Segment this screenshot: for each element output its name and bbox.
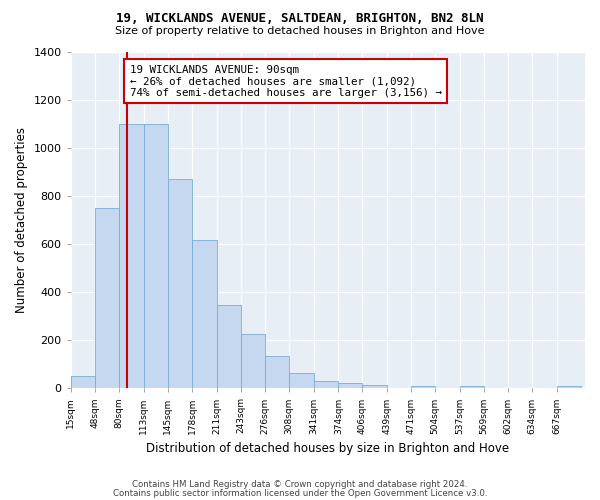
Bar <box>217 306 241 388</box>
Bar <box>167 179 192 388</box>
Bar <box>314 381 338 388</box>
Bar <box>144 124 167 388</box>
Text: 19 WICKLANDS AVENUE: 90sqm
← 26% of detached houses are smaller (1,092)
74% of s: 19 WICKLANDS AVENUE: 90sqm ← 26% of deta… <box>130 64 442 98</box>
Bar <box>71 376 95 388</box>
Bar <box>362 386 387 388</box>
Bar <box>289 372 314 388</box>
Text: Contains HM Land Registry data © Crown copyright and database right 2024.: Contains HM Land Registry data © Crown c… <box>132 480 468 489</box>
Bar <box>338 384 362 388</box>
Bar <box>410 386 435 388</box>
Bar <box>265 356 289 388</box>
Bar <box>119 124 144 388</box>
Bar <box>460 386 484 388</box>
Bar <box>241 334 265 388</box>
Bar <box>95 208 119 388</box>
Y-axis label: Number of detached properties: Number of detached properties <box>15 127 28 313</box>
Text: Contains public sector information licensed under the Open Government Licence v3: Contains public sector information licen… <box>113 490 487 498</box>
Bar <box>192 240 217 388</box>
Text: Size of property relative to detached houses in Brighton and Hove: Size of property relative to detached ho… <box>115 26 485 36</box>
Text: 19, WICKLANDS AVENUE, SALTDEAN, BRIGHTON, BN2 8LN: 19, WICKLANDS AVENUE, SALTDEAN, BRIGHTON… <box>116 12 484 26</box>
X-axis label: Distribution of detached houses by size in Brighton and Hove: Distribution of detached houses by size … <box>146 442 509 455</box>
Bar <box>557 386 581 388</box>
